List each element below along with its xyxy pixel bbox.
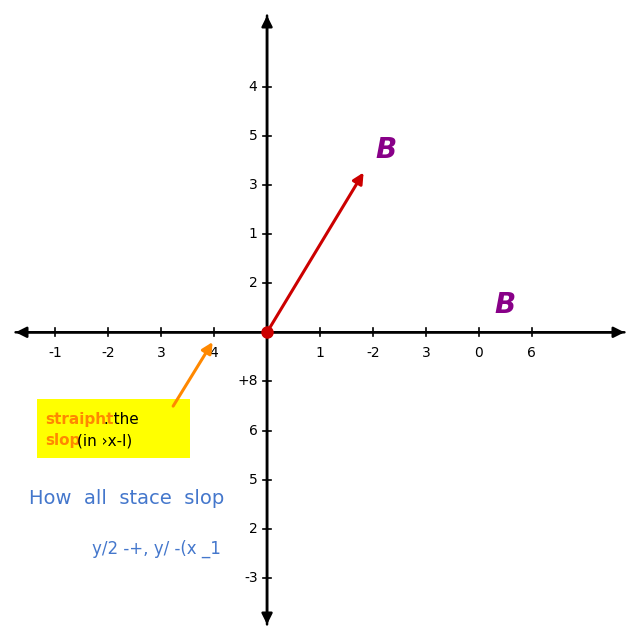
Text: -1: -1 [48,346,62,360]
Text: (in ›x-l): (in ›x-l) [77,433,132,448]
Text: 4: 4 [210,346,218,360]
Text: 0: 0 [474,346,483,360]
Text: slop: slop [45,433,81,448]
Text: y/2 -+, y/ -(x _1: y/2 -+, y/ -(x _1 [92,540,221,557]
Text: 1: 1 [316,346,324,360]
Text: +8: +8 [237,374,257,388]
Text: -2: -2 [366,346,380,360]
Text: 3: 3 [157,346,166,360]
Text: B: B [376,136,397,164]
Text: straipht: straipht [45,412,114,427]
Text: 1: 1 [248,227,257,241]
Text: 2: 2 [249,522,257,536]
FancyBboxPatch shape [36,399,190,458]
Text: 2: 2 [249,276,257,290]
Text: 5: 5 [249,129,257,143]
Text: 6: 6 [527,346,536,360]
Text: 5: 5 [249,473,257,487]
Text: . the: . the [99,412,138,427]
Text: -3: -3 [244,571,257,585]
Text: 3: 3 [249,178,257,192]
Text: B: B [495,291,516,319]
Text: 3: 3 [422,346,430,360]
Text: How  all  stace  slop: How all stace slop [29,490,224,508]
Text: -2: -2 [101,346,115,360]
Text: 4: 4 [249,79,257,93]
Text: 6: 6 [248,424,257,438]
